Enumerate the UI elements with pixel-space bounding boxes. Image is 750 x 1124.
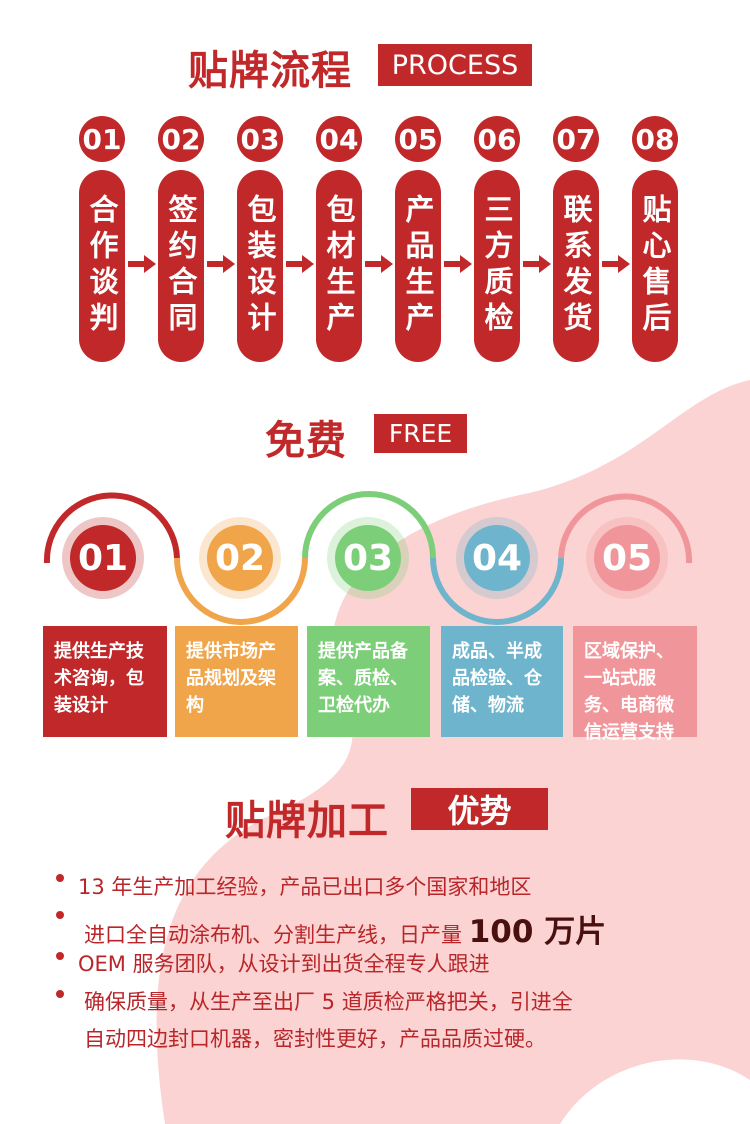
advantage-item-cont: 自动四边封口机器，密封性更好，产品品质过硬。 <box>84 1027 546 1051</box>
free-badge: FREE <box>374 414 467 453</box>
step-label: 包材生产 <box>322 194 356 338</box>
step-pill: 贴心售后 <box>632 170 678 362</box>
free-item-card: 提供产品备案、质检、卫检代办 <box>307 626 430 737</box>
arrow-right-icon <box>602 255 630 273</box>
bullet-dot-icon <box>56 911 64 919</box>
advantages-title: 贴牌加工 <box>225 798 389 844</box>
step-pill: 包材生产 <box>316 170 362 362</box>
arrow-right-icon <box>207 255 235 273</box>
free-item-number: 02 <box>207 525 273 591</box>
step-label: 合作谈判 <box>85 194 119 338</box>
step-label: 产品生产 <box>401 194 435 338</box>
step-label: 包装设计 <box>243 194 277 338</box>
process-title: 贴牌流程 <box>188 48 352 94</box>
advantage-item: 13 年生产加工经验，产品已出口多个国家和地区 <box>78 875 532 899</box>
step-pill: 产品生产 <box>395 170 441 362</box>
step-pill: 联系发货 <box>553 170 599 362</box>
advantage-text: 进口全自动涂布机、分割生产线，日产量 <box>84 923 469 947</box>
free-item-number: 05 <box>594 525 660 591</box>
step-pill: 包装设计 <box>237 170 283 362</box>
daily-output-highlight: 100 万片 <box>468 914 607 950</box>
free-item-number: 04 <box>464 525 530 591</box>
step-pill: 三方质检 <box>474 170 520 362</box>
free-item-card: 提供生产技术咨询，包装设计 <box>43 626 167 737</box>
step-number: 03 <box>237 116 283 162</box>
wave-connector <box>43 491 693 625</box>
bullet-dot-icon <box>56 874 64 882</box>
step-pill: 合作谈判 <box>79 170 125 362</box>
free-item-card: 成品、半成品检验、仓储、物流 <box>441 626 563 737</box>
bullet-dot-icon <box>56 952 64 960</box>
arrow-right-icon <box>286 255 314 273</box>
free-item-number: 03 <box>335 525 401 591</box>
arrow-right-icon <box>444 255 472 273</box>
free-item-circle: 02 <box>199 517 281 599</box>
free-title: 免费 <box>265 418 347 464</box>
advantages-badge: 优势 <box>411 788 548 830</box>
step-number: 02 <box>158 116 204 162</box>
step-label: 贴心售后 <box>638 194 672 338</box>
free-item-number: 01 <box>70 525 136 591</box>
step-number: 01 <box>79 116 125 162</box>
step-pill: 签约合同 <box>158 170 204 362</box>
arrow-right-icon <box>523 255 551 273</box>
free-item-card: 提供市场产品规划及架构 <box>175 626 298 737</box>
advantage-item: 进口全自动涂布机、分割生产线，日产量 100 万片 <box>84 906 606 951</box>
process-badge: PROCESS <box>378 44 532 86</box>
step-number: 08 <box>632 116 678 162</box>
advantage-item: 确保质量，从生产至出厂 5 道质检严格把关，引进全 <box>84 990 573 1014</box>
bullet-dot-icon <box>56 990 64 998</box>
free-item-card: 区域保护、一站式服务、电商微信运营支持 <box>573 626 697 743</box>
arrow-right-icon <box>365 255 393 273</box>
step-label: 三方质检 <box>480 194 514 338</box>
step-number: 05 <box>395 116 441 162</box>
free-item-circle: 04 <box>456 517 538 599</box>
step-number: 06 <box>474 116 520 162</box>
free-item-circle: 03 <box>327 517 409 599</box>
advantage-item: OEM 服务团队，从设计到出货全程专人跟进 <box>78 952 490 976</box>
arrow-right-icon <box>128 255 156 273</box>
step-label: 签约合同 <box>164 194 198 338</box>
free-item-circle: 01 <box>62 517 144 599</box>
step-number: 07 <box>553 116 599 162</box>
step-label: 联系发货 <box>559 194 593 338</box>
free-item-circle: 05 <box>586 517 668 599</box>
step-number: 04 <box>316 116 362 162</box>
